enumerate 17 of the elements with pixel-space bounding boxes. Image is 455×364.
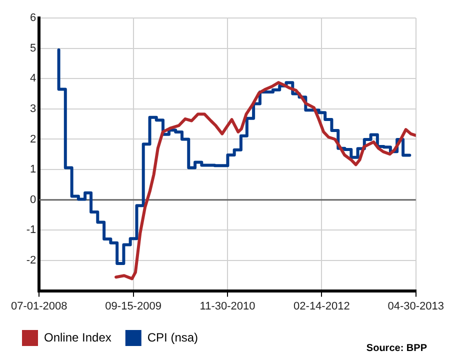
source-note: Source: BPP bbox=[366, 342, 428, 354]
x-tick-label: 09-15-2009 bbox=[105, 300, 162, 312]
x-tick-label: 04-30-2013 bbox=[388, 300, 444, 312]
y-tick-label: 4 bbox=[30, 72, 36, 85]
legend-label: Online Index bbox=[44, 330, 112, 344]
y-tick-label: 2 bbox=[30, 133, 36, 146]
y-tick-label: -1 bbox=[26, 224, 36, 236]
y-tick-label: -2 bbox=[26, 254, 36, 267]
x-tick-label: 11-30-2010 bbox=[200, 300, 256, 312]
legend-label: CPI (nsa) bbox=[147, 330, 198, 344]
x-tick-label: 02-14-2012 bbox=[294, 300, 350, 312]
y-tick-label: 1 bbox=[30, 164, 36, 176]
y-tick-label: 5 bbox=[30, 42, 36, 54]
x-tick-label: 07-01-2008 bbox=[10, 300, 68, 312]
y-tick-label: 0 bbox=[30, 194, 36, 206]
y-tick-label: 3 bbox=[30, 102, 36, 115]
y-tick-label: 6 bbox=[30, 12, 36, 24]
